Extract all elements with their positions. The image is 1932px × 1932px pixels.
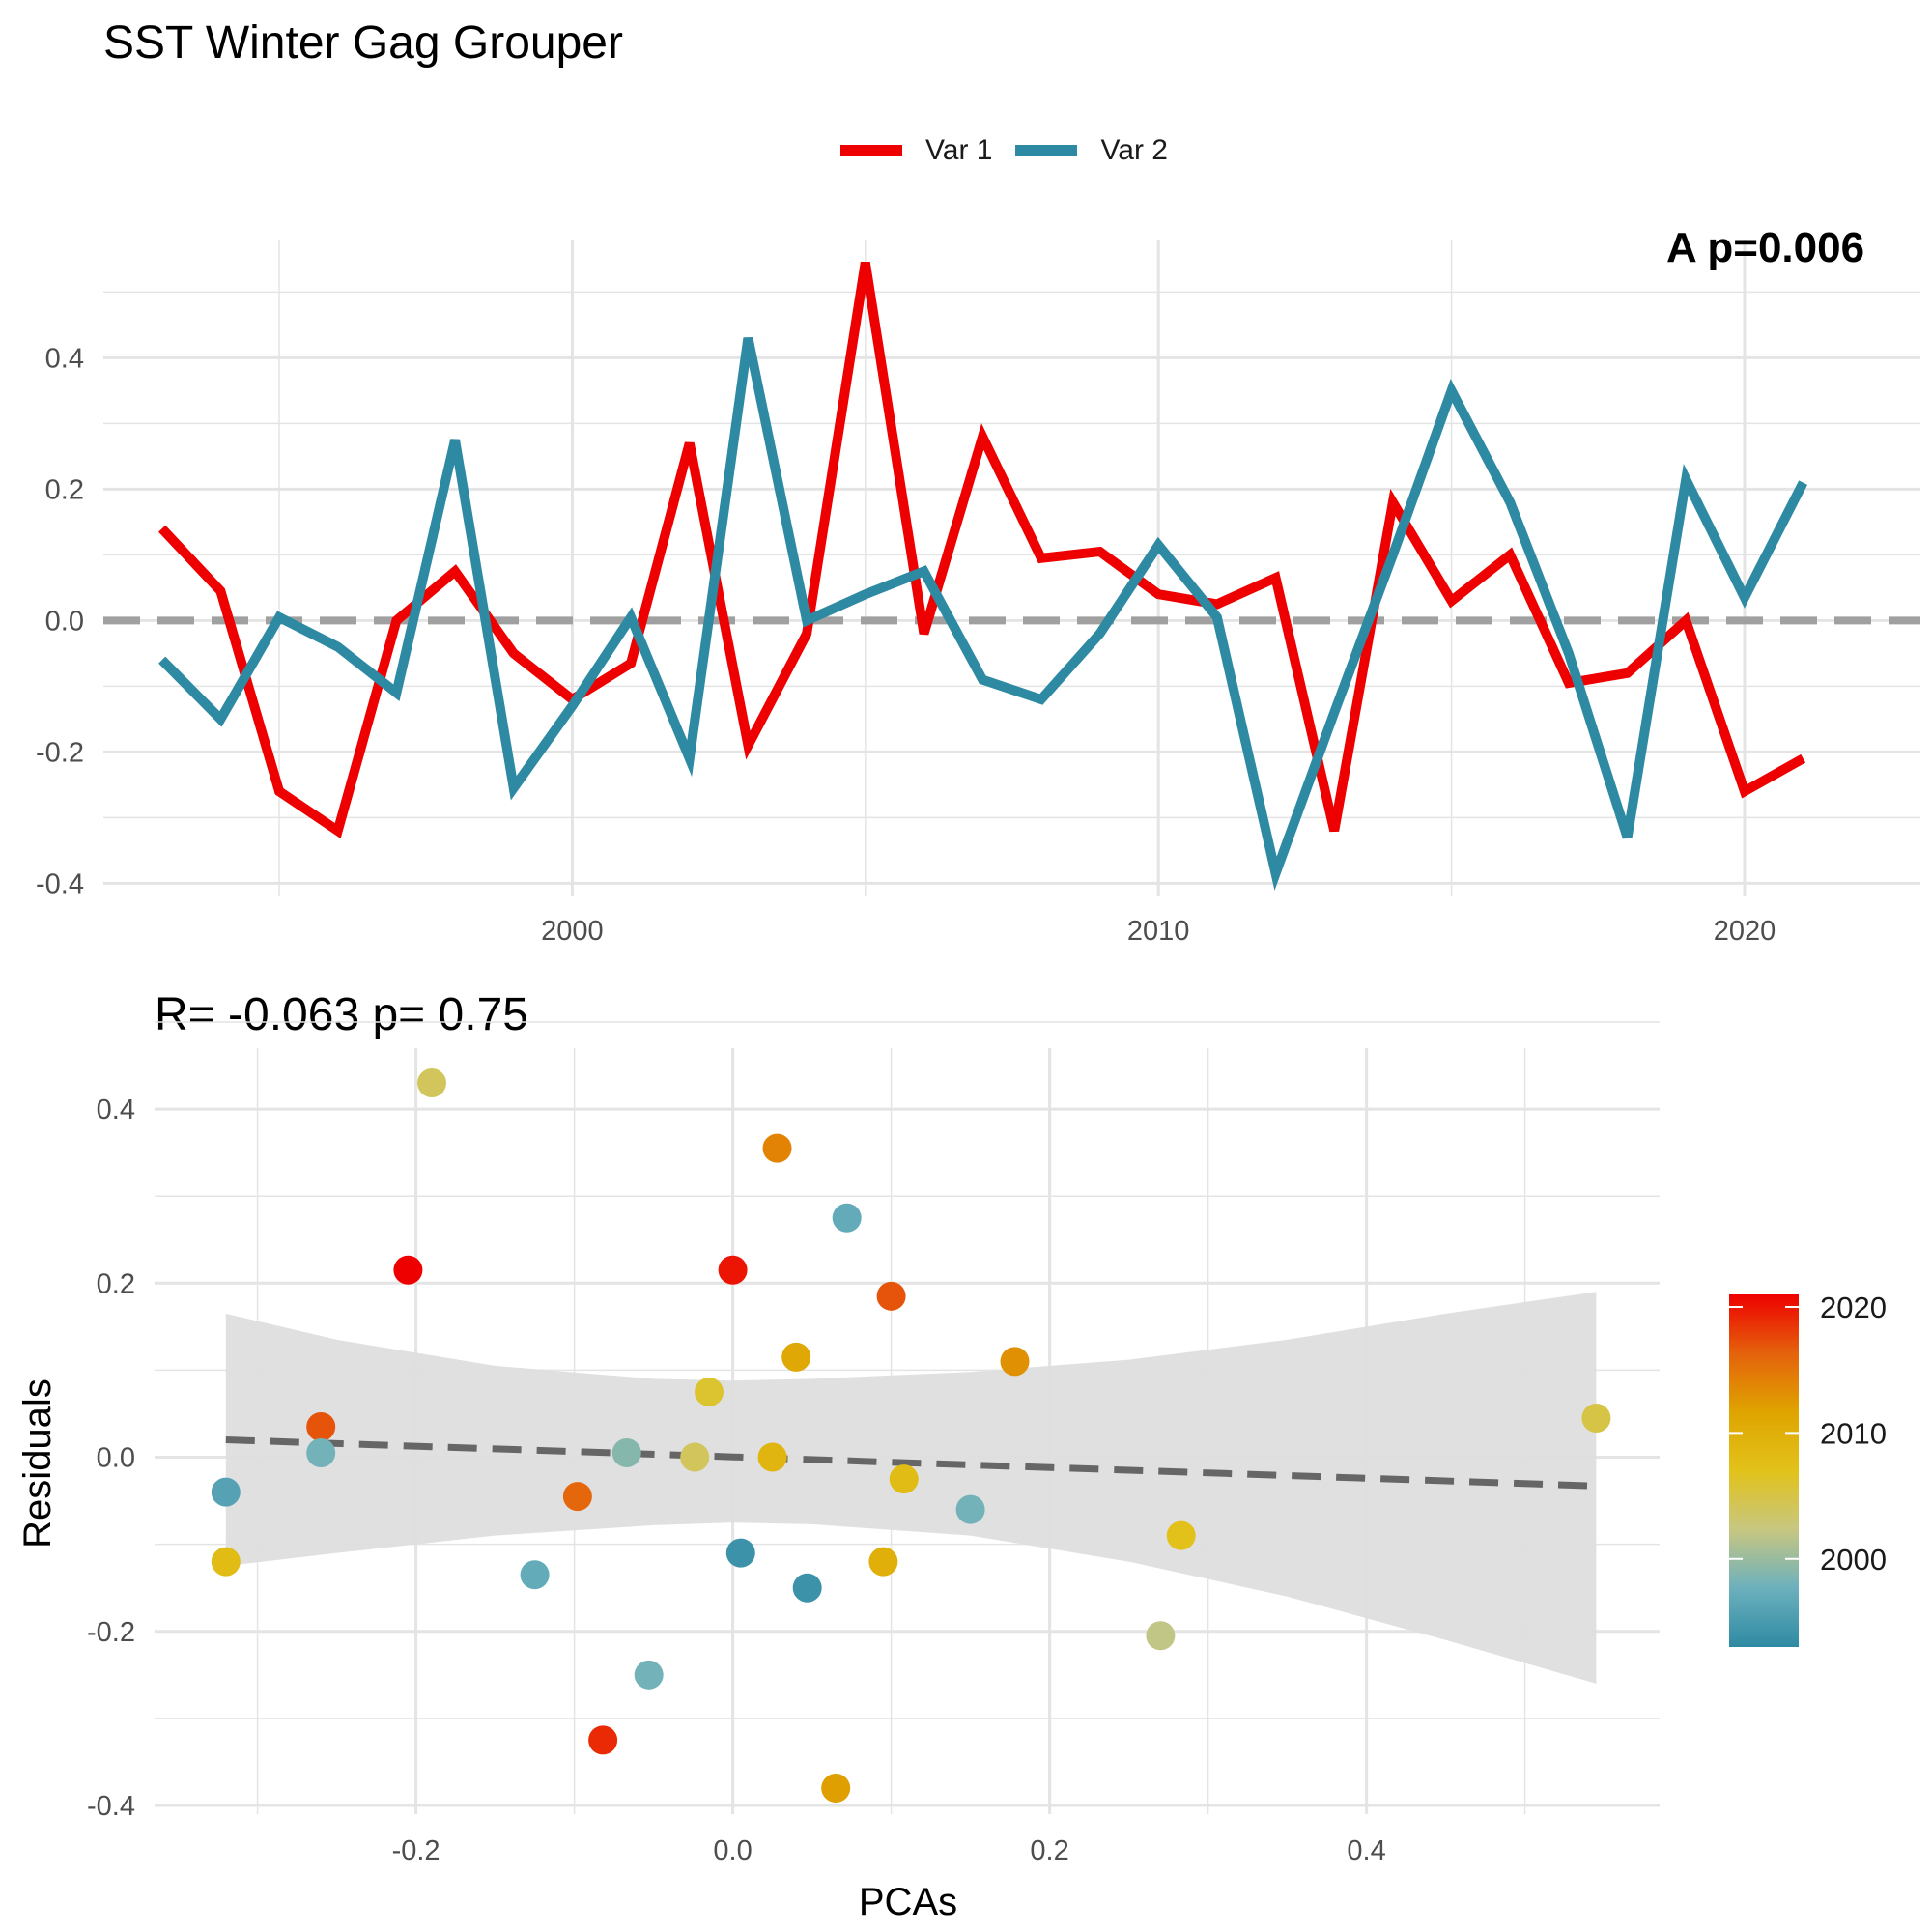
scatter-point bbox=[417, 1068, 446, 1098]
scatter-y-tick-label: -0.4 bbox=[87, 1791, 135, 1822]
scatter-point bbox=[562, 1482, 592, 1512]
colorbar-legend: 2000 2010 2020 bbox=[1729, 1291, 1887, 1647]
colorbar-tick-label: 2000 bbox=[1820, 1543, 1887, 1577]
scatter-point bbox=[718, 1255, 748, 1285]
series-line-var2 bbox=[158, 336, 1808, 891]
chart-title: SST Winter Gag Grouper bbox=[103, 17, 623, 69]
scatter-point bbox=[306, 1438, 336, 1468]
top-x-tick-label: 2000 bbox=[541, 916, 604, 947]
legend-item-var2: Var 2 bbox=[1015, 134, 1168, 167]
series-group bbox=[158, 262, 1808, 891]
panel-label: A p=0.006 bbox=[1666, 224, 1865, 271]
scatter-point bbox=[876, 1281, 906, 1311]
colorbar-tick-label: 2020 bbox=[1820, 1291, 1887, 1324]
scatter-x-tick-label: 0.2 bbox=[1030, 1835, 1068, 1866]
scatter-point bbox=[680, 1442, 710, 1472]
scatter-y-tick-label: 0.0 bbox=[97, 1443, 135, 1474]
legend-swatch-var1 bbox=[840, 145, 902, 156]
scatter-x-tick-label: 0.4 bbox=[1347, 1835, 1385, 1866]
scatter-point bbox=[1581, 1403, 1611, 1433]
scatter-point bbox=[955, 1494, 985, 1524]
legend-label-var1: Var 1 bbox=[925, 134, 993, 166]
top-y-tick-label: 0.4 bbox=[45, 343, 84, 374]
scatter-point bbox=[762, 1133, 792, 1163]
scatter-point bbox=[520, 1560, 550, 1590]
regression-fit-line bbox=[225, 1436, 1597, 1490]
legend: Var 1 Var 2 bbox=[840, 131, 1191, 170]
scatter-y-tick-label: 0.4 bbox=[97, 1094, 135, 1125]
scatter-point bbox=[1000, 1347, 1030, 1377]
legend-swatch-var2 bbox=[1015, 145, 1078, 156]
scatter-point bbox=[757, 1442, 787, 1472]
y-axis-title: Residuals bbox=[16, 1378, 59, 1548]
legend-label-var2: Var 2 bbox=[1100, 134, 1168, 166]
scatter-y-tick-label: 0.2 bbox=[97, 1268, 135, 1299]
scatter-point bbox=[211, 1477, 241, 1507]
correlation-stat-label: R= -0.063 p= 0.75 bbox=[155, 989, 528, 1040]
top-y-tick-label: -0.4 bbox=[36, 868, 84, 899]
top-y-tick-label: -0.2 bbox=[36, 737, 84, 768]
colorbar-gradient bbox=[1729, 1294, 1799, 1647]
top-y-tick-label: 0.2 bbox=[45, 474, 84, 505]
top-x-tick-label: 2020 bbox=[1714, 916, 1776, 947]
scatter-point bbox=[695, 1377, 724, 1406]
scatter-point bbox=[889, 1464, 919, 1494]
scatter-point bbox=[1166, 1520, 1196, 1550]
x-axis-title: PCAs bbox=[859, 1881, 957, 1923]
scatter-x-tick-label: 0.0 bbox=[713, 1835, 752, 1866]
scatter-point bbox=[611, 1438, 641, 1468]
top-x-tick-label: 2010 bbox=[1127, 916, 1190, 947]
scatter-point bbox=[1146, 1621, 1176, 1651]
scatter-y-tick-label: -0.2 bbox=[87, 1617, 135, 1648]
scatter-point bbox=[393, 1255, 423, 1285]
scatter-point bbox=[211, 1547, 241, 1577]
scatter-point bbox=[792, 1573, 822, 1603]
top-y-tick-label: 0.0 bbox=[45, 606, 84, 637]
scatter-point bbox=[306, 1411, 336, 1441]
time-series-panel: -0.4 -0.2 0.0 0.2 0.4 2000 2010 2020 bbox=[36, 240, 1920, 947]
scatter-point bbox=[832, 1203, 862, 1233]
scatter-point bbox=[868, 1547, 898, 1577]
scatter-point bbox=[781, 1342, 811, 1372]
legend-item-var1: Var 1 bbox=[840, 134, 992, 167]
scatter-point bbox=[725, 1538, 755, 1568]
scatter-point bbox=[588, 1725, 618, 1755]
scatter-point bbox=[821, 1773, 851, 1803]
colorbar-tick-label: 2010 bbox=[1820, 1416, 1887, 1450]
scatter-x-tick-label: -0.2 bbox=[392, 1835, 440, 1866]
scatter-point bbox=[634, 1660, 664, 1690]
series-line-var1 bbox=[158, 262, 1806, 839]
scatter-panel: -0.2 0.0 0.2 0.4 -0.4 -0.2 0.0 0.2 0.4 bbox=[87, 1021, 1660, 1866]
